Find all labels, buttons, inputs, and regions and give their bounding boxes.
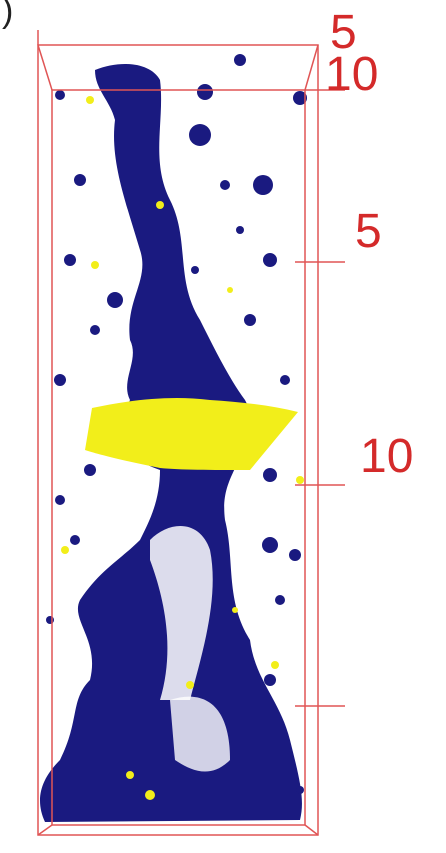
- panel-label: ): [2, 0, 13, 30]
- axis-label: 10: [360, 430, 413, 483]
- figure: ) 5 10 5 10: [0, 0, 446, 853]
- axis-label: 10: [325, 48, 378, 101]
- axis-label: 5: [355, 205, 382, 258]
